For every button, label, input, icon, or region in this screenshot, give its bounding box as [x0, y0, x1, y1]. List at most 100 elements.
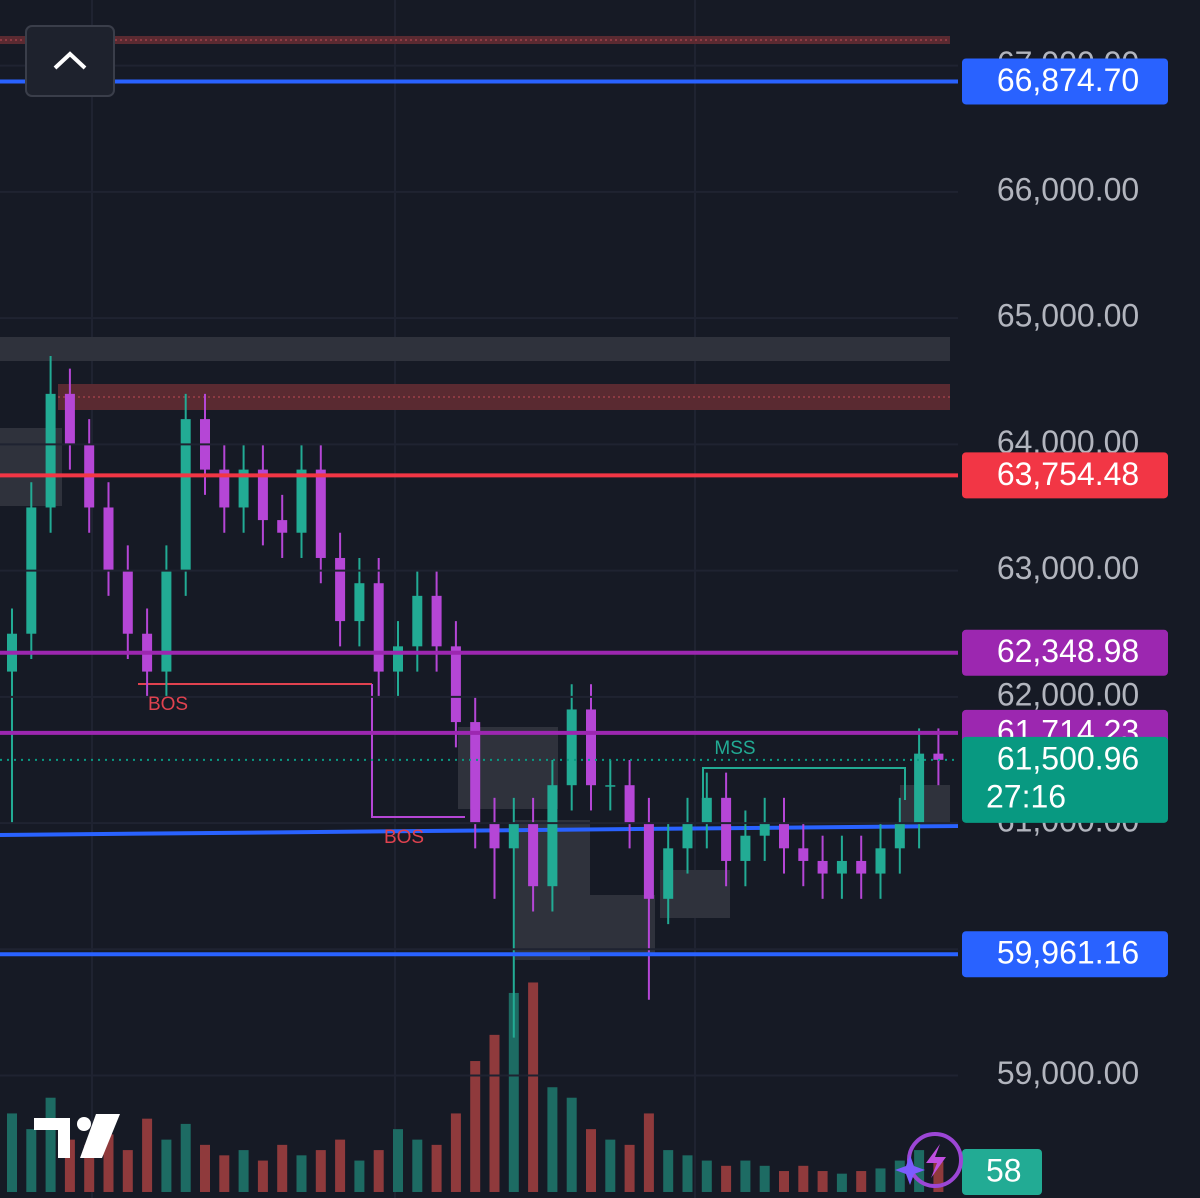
candle-body: [45, 393, 56, 508]
y-tick-label: 59,000.00: [997, 1055, 1139, 1091]
volume-bar: [238, 1150, 249, 1192]
volume-bar: [393, 1129, 403, 1192]
volume-label: 58: [986, 1152, 1022, 1188]
chevron-up[interactable]: [53, 51, 87, 70]
icon-sparkle[interactable]: [895, 1155, 925, 1185]
volume-bar: [296, 1155, 307, 1192]
candle-body: [528, 823, 539, 887]
volume-bar: [933, 1161, 944, 1192]
candle-body: [335, 557, 346, 622]
volume-bar: [315, 1150, 326, 1192]
logo-dot: [77, 1117, 91, 1131]
volume-bar: [721, 1165, 732, 1192]
candle-body: [682, 823, 693, 849]
candle-body: [721, 797, 732, 861]
candle-body: [238, 469, 249, 508]
volume-bar: [431, 1144, 442, 1192]
volume-bar: [547, 1087, 558, 1192]
volume-bar: [701, 1160, 712, 1192]
candle-body: [914, 753, 925, 824]
volume-bar: [759, 1165, 770, 1192]
volume-bar: [122, 1150, 133, 1192]
volume-bar: [412, 1139, 423, 1192]
candle-body: [412, 595, 423, 647]
volume-bar: [257, 1160, 268, 1192]
candle-body: [875, 848, 886, 874]
candle-body: [277, 520, 288, 533]
volume-bar: [7, 1113, 17, 1192]
volume-bar: [586, 1129, 596, 1192]
volume-bar: [566, 1097, 577, 1192]
candle-body: [219, 469, 230, 508]
candle-body: [643, 823, 654, 899]
candle-body: [624, 785, 635, 824]
price-labels: 66,874.7063,754.4862,348.9861,714.2359,9…: [962, 58, 1168, 1195]
candle-body: [64, 393, 75, 445]
volume-bar: [45, 1097, 56, 1192]
candle-body: [431, 595, 442, 647]
candle-body: [663, 848, 674, 899]
candle-body: [856, 860, 867, 874]
volume-bar: [663, 1150, 674, 1192]
candle-body: [586, 709, 596, 786]
y-tick-label: 62,000.00: [997, 676, 1139, 712]
price-label: 59,961.16: [997, 935, 1139, 971]
grid: [91, 0, 696, 1198]
price-label: 62,348.98: [997, 633, 1139, 669]
last-price-label: 61,500.96: [997, 740, 1139, 776]
price-label-bg: [962, 58, 1168, 105]
candle-body: [489, 823, 500, 849]
bos-line: [371, 684, 465, 818]
volume-bar: [470, 1061, 481, 1192]
price-lines: [0, 79, 958, 957]
gray-zone: [590, 895, 655, 955]
annotation: BOS: [384, 827, 424, 848]
volume-pane: [7, 982, 944, 1192]
y-tick-label: 65,000.00: [997, 298, 1139, 334]
volume-bar: [489, 1034, 500, 1192]
volume-bar: [682, 1155, 693, 1192]
volume-bar: [373, 1150, 384, 1192]
annotation: MSS: [714, 738, 755, 759]
last-price-bg: [962, 736, 1168, 823]
candle-body: [508, 823, 519, 849]
candle-body: [161, 570, 172, 672]
countdown: 27:16: [986, 778, 1066, 814]
volume-bar: [219, 1155, 230, 1192]
volume-bar: [779, 1171, 789, 1192]
assistant-icon[interactable]: [895, 1132, 963, 1188]
candle-body: [740, 835, 751, 861]
candle-body: [817, 860, 828, 874]
candle-body: [122, 570, 133, 634]
button-bg[interactable]: [25, 25, 115, 97]
price-label-bg: [962, 629, 1168, 676]
candle-body: [894, 823, 905, 849]
trend-line: [0, 824, 959, 837]
y-tick-label: 66,000.00: [997, 171, 1139, 207]
volume-bar: [180, 1123, 191, 1192]
volume-bar: [624, 1144, 635, 1192]
candle-body: [701, 797, 712, 824]
y-tick-label: 63,000.00: [997, 550, 1139, 586]
volume-bar: [84, 1144, 95, 1192]
volume-bar: [103, 1134, 114, 1192]
volume-bar: [277, 1144, 288, 1192]
icon-bolt[interactable]: [926, 1144, 946, 1178]
volume-bar: [836, 1173, 847, 1192]
logo: [34, 1114, 120, 1158]
volume-bar: [26, 1129, 37, 1192]
collapse-button[interactable]: [25, 25, 115, 97]
candle-body: [566, 709, 577, 786]
candle-body: [296, 469, 307, 533]
mss-line: [702, 767, 906, 800]
volume-bar: [798, 1165, 809, 1192]
candle-body: [605, 785, 616, 787]
volume-bar: [335, 1139, 346, 1192]
volume-bar: [142, 1118, 153, 1192]
volume-bar: [875, 1168, 886, 1192]
price-label: 66,874.70: [997, 62, 1139, 98]
volume-bar: [740, 1160, 751, 1192]
volume-bar: [450, 1113, 461, 1192]
